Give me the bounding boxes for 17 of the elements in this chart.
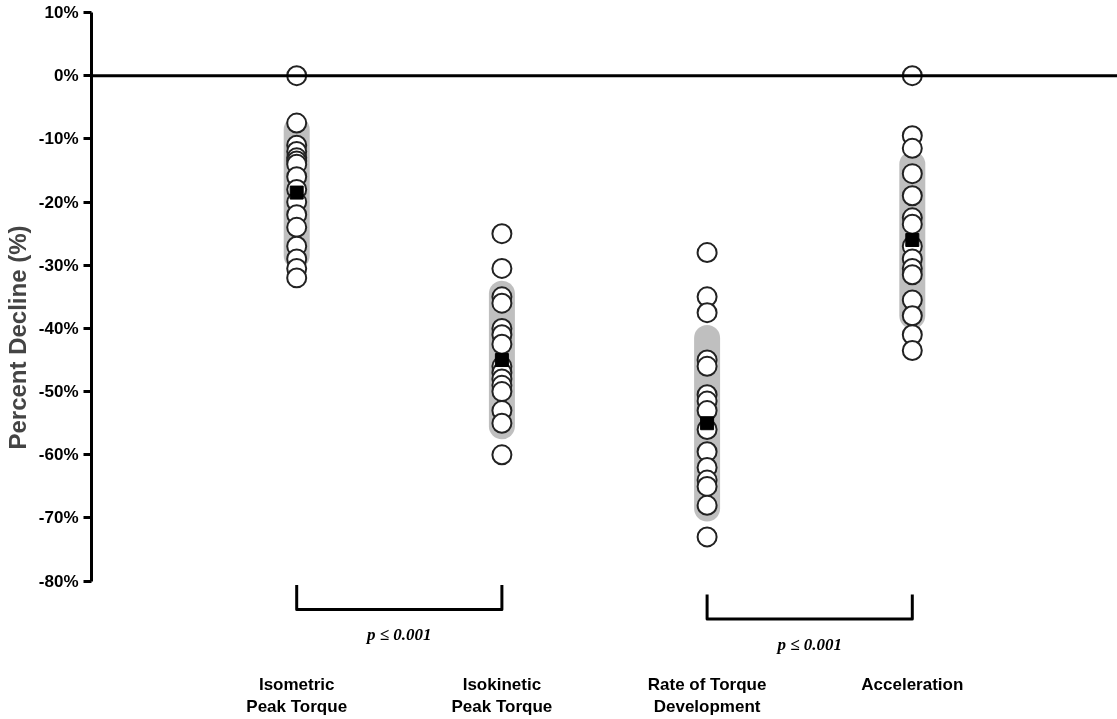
text: p ≤ 0.001 — [775, 634, 842, 654]
y-tick-label: 10% — [44, 3, 79, 22]
x-tick-label: Acceleration — [861, 674, 964, 694]
x-tick-label: Isometric Peak Torque — [246, 674, 348, 717]
y-tick-label: -40% — [38, 318, 79, 338]
y-tick-label: -10% — [38, 129, 79, 149]
x-tick-label: Isokinetic Peak Torque — [451, 674, 553, 717]
y-tick-label: -60% — [38, 445, 79, 465]
y-tick-label: -30% — [38, 255, 79, 275]
y-axis-title: Percent Decline (%) — [3, 225, 31, 450]
y-tick-label: -20% — [38, 192, 79, 212]
text: p ≤ 0.001 — [365, 625, 432, 645]
y-tick-label: -80% — [38, 571, 79, 591]
x-tick-label: Rate of Torque Development — [647, 674, 767, 717]
y-tick-label: 0% — [53, 66, 79, 86]
y-tick-label: -70% — [38, 508, 79, 528]
y-tick-label: -50% — [38, 382, 79, 402]
